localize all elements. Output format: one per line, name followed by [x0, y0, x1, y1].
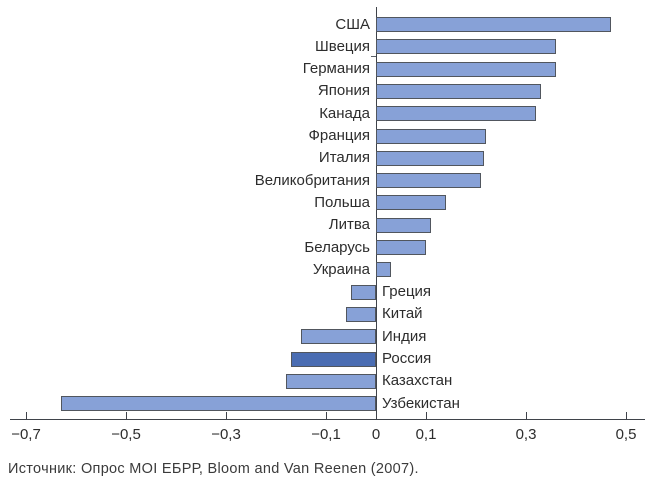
x-axis-line: [10, 419, 645, 420]
x-tick-label: 0,1: [415, 426, 437, 443]
category-label: Россия: [382, 350, 432, 367]
category-label: Польша: [314, 194, 370, 211]
bar-3: [376, 62, 556, 77]
category-label: Швеция: [315, 38, 370, 55]
bar-10: [376, 218, 431, 233]
bar-15: [301, 329, 376, 344]
category-label: Литва: [328, 216, 370, 233]
category-label: Украина: [312, 261, 370, 278]
category-label: Индия: [382, 328, 427, 345]
category-label: Великобритания: [254, 172, 370, 189]
category-label: Беларусь: [304, 239, 370, 256]
x-tick: [626, 412, 627, 419]
x-tick: [526, 412, 527, 419]
y-axis-minor-tick: [371, 56, 376, 57]
category-label: Япония: [317, 82, 370, 99]
zero-axis-line: [376, 7, 377, 419]
bar-18: [61, 396, 376, 411]
x-tick-label: −0,5: [111, 426, 141, 443]
bar-14: [346, 307, 376, 322]
bar-11: [376, 240, 426, 255]
x-tick-label: 0,5: [615, 426, 637, 443]
category-label: Германия: [302, 60, 370, 77]
bar-6: [376, 129, 486, 144]
x-tick-label: −0,7: [11, 426, 41, 443]
source-note: Источник: Опрос MOI ЕБРР, Bloom and Van …: [8, 461, 419, 477]
bar-8: [376, 173, 481, 188]
bar-17: [286, 374, 376, 389]
x-tick: [126, 412, 127, 419]
category-label: Китай: [382, 305, 423, 322]
category-label: США: [335, 16, 370, 33]
bar-5: [376, 106, 536, 121]
category-label: Италия: [318, 149, 370, 166]
bar-2: [376, 39, 556, 54]
category-label: Казахстан: [382, 372, 453, 389]
x-tick-label: −0,3: [211, 426, 241, 443]
bar-13: [351, 285, 376, 300]
bar-1: [376, 17, 611, 32]
bar-7: [376, 151, 484, 166]
category-label: Узбекистан: [382, 395, 460, 412]
plot-area: США Швеция Германия Япония Канада Франция Итал…: [10, 7, 645, 443]
bar-9: [376, 195, 446, 210]
x-tick: [426, 412, 427, 419]
bar-16: [291, 352, 376, 367]
x-tick-label: 0,3: [515, 426, 537, 443]
category-label: Канада: [319, 105, 370, 122]
bar-12: [376, 262, 391, 277]
x-tick-label: −0,1: [311, 426, 341, 443]
x-tick: [326, 412, 327, 419]
category-label: Франция: [308, 127, 370, 144]
x-tick: [26, 412, 27, 419]
bar-4: [376, 84, 541, 99]
category-label: Греция: [382, 283, 432, 300]
x-tick: [226, 412, 227, 419]
x-zero-label: 0: [371, 426, 381, 443]
